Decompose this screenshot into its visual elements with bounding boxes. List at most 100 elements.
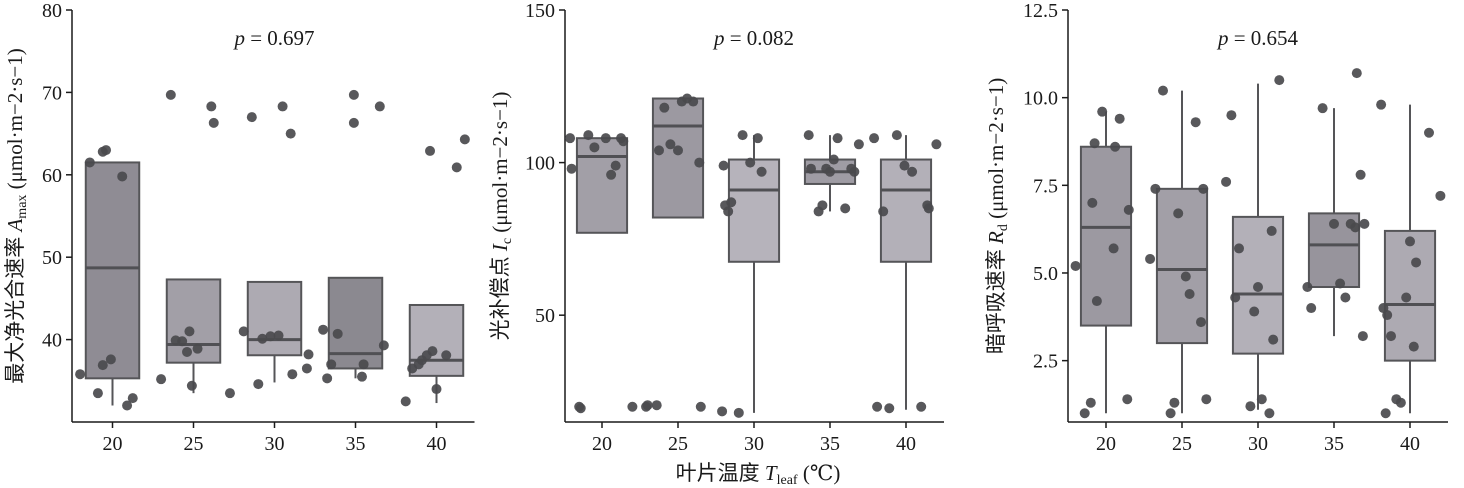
y-tick-label: 5.0 bbox=[1033, 263, 1058, 285]
data-point bbox=[723, 206, 734, 217]
p-value-label: p = 0.082 bbox=[712, 26, 794, 50]
data-point bbox=[1424, 127, 1434, 138]
data-point bbox=[358, 359, 369, 370]
data-point bbox=[1196, 317, 1206, 328]
x-tick-label: 20 bbox=[592, 433, 612, 455]
data-point bbox=[1359, 218, 1370, 229]
data-point bbox=[253, 379, 264, 390]
data-point bbox=[1329, 218, 1339, 229]
data-point bbox=[651, 400, 662, 411]
p-value-label: p = 0.697 bbox=[232, 26, 314, 50]
data-point bbox=[1264, 408, 1275, 419]
x-tick-label: 30 bbox=[1248, 433, 1268, 455]
data-point bbox=[348, 89, 359, 100]
data-point bbox=[1395, 397, 1406, 408]
data-point bbox=[1221, 176, 1232, 187]
data-point bbox=[1184, 289, 1195, 300]
data-point bbox=[318, 324, 329, 335]
data-point bbox=[627, 401, 638, 412]
data-point bbox=[849, 166, 860, 177]
data-point bbox=[238, 326, 249, 337]
data-point bbox=[206, 101, 217, 112]
data-point bbox=[326, 359, 337, 370]
data-point bbox=[1306, 303, 1317, 314]
data-point bbox=[224, 388, 235, 399]
data-point bbox=[1198, 183, 1209, 194]
data-point bbox=[1268, 334, 1279, 345]
data-point bbox=[642, 400, 653, 411]
data-point bbox=[427, 346, 438, 357]
data-point bbox=[891, 130, 902, 141]
data-point bbox=[606, 169, 617, 180]
data-point bbox=[756, 166, 767, 177]
panel-max-photosynthesis: 40 50 60 70 80 20 25 30 35 40 p = 0.697 最大净光合速率 Ama… bbox=[3, 0, 475, 455]
y-tick-label: 50 bbox=[42, 247, 62, 269]
data-point bbox=[192, 343, 203, 354]
data-point bbox=[806, 163, 816, 174]
data-point bbox=[1317, 103, 1328, 114]
box bbox=[727, 158, 781, 263]
x-tick-label: 40 bbox=[896, 433, 916, 455]
data-point bbox=[1114, 113, 1125, 124]
x-tick-label: 40 bbox=[427, 433, 447, 455]
data-point bbox=[589, 142, 600, 153]
data-point bbox=[1340, 292, 1351, 303]
box bbox=[1079, 145, 1133, 327]
y-tick-label: 12.5 bbox=[1023, 0, 1058, 22]
data-point bbox=[907, 166, 918, 177]
data-point bbox=[257, 333, 268, 344]
data-point bbox=[182, 346, 193, 357]
data-point bbox=[828, 154, 839, 165]
data-point bbox=[1234, 243, 1244, 254]
data-point bbox=[1165, 408, 1176, 419]
x-tick-label: 35 bbox=[1324, 433, 1344, 455]
data-point bbox=[1122, 394, 1133, 405]
data-point bbox=[1253, 282, 1263, 293]
data-point bbox=[105, 354, 116, 365]
data-point bbox=[853, 139, 864, 150]
data-point bbox=[208, 117, 219, 128]
data-point bbox=[356, 371, 367, 382]
x-tick-label: 25 bbox=[184, 433, 204, 455]
data-point bbox=[1350, 222, 1361, 233]
data-point bbox=[1145, 253, 1156, 264]
data-point bbox=[726, 197, 737, 208]
data-point bbox=[332, 328, 343, 339]
data-point bbox=[265, 331, 276, 342]
data-point bbox=[745, 157, 756, 168]
data-point bbox=[1201, 394, 1212, 405]
y-tick-label: 100 bbox=[525, 153, 555, 175]
data-point bbox=[1405, 236, 1415, 247]
data-point bbox=[84, 157, 95, 168]
data-point bbox=[301, 363, 312, 374]
data-point bbox=[246, 112, 257, 123]
box bbox=[84, 161, 141, 380]
data-point bbox=[1123, 204, 1134, 215]
data-point bbox=[75, 369, 86, 380]
data-point bbox=[177, 336, 188, 347]
data-point bbox=[451, 162, 462, 173]
data-point bbox=[156, 374, 167, 385]
data-point bbox=[1245, 401, 1256, 412]
x-tick-label: 40 bbox=[1400, 433, 1420, 455]
data-point bbox=[348, 117, 359, 128]
data-point bbox=[1089, 138, 1100, 149]
y-tick-label: 7.5 bbox=[1033, 175, 1058, 197]
y-tick-label: 150 bbox=[525, 0, 555, 22]
data-point bbox=[832, 133, 843, 144]
y-tick-label: 60 bbox=[42, 165, 62, 187]
y-tick-label: 10.0 bbox=[1023, 88, 1058, 110]
data-point bbox=[565, 133, 576, 144]
data-point bbox=[441, 350, 452, 361]
x-tick-label: 35 bbox=[346, 433, 366, 455]
y-tick-label: 40 bbox=[42, 330, 62, 352]
x-tick-label: 25 bbox=[668, 433, 688, 455]
data-point bbox=[322, 373, 333, 384]
data-point bbox=[122, 400, 133, 411]
data-point bbox=[92, 388, 103, 399]
data-point bbox=[127, 393, 138, 404]
data-point bbox=[654, 145, 664, 156]
data-point bbox=[165, 89, 176, 100]
data-point bbox=[186, 380, 197, 391]
